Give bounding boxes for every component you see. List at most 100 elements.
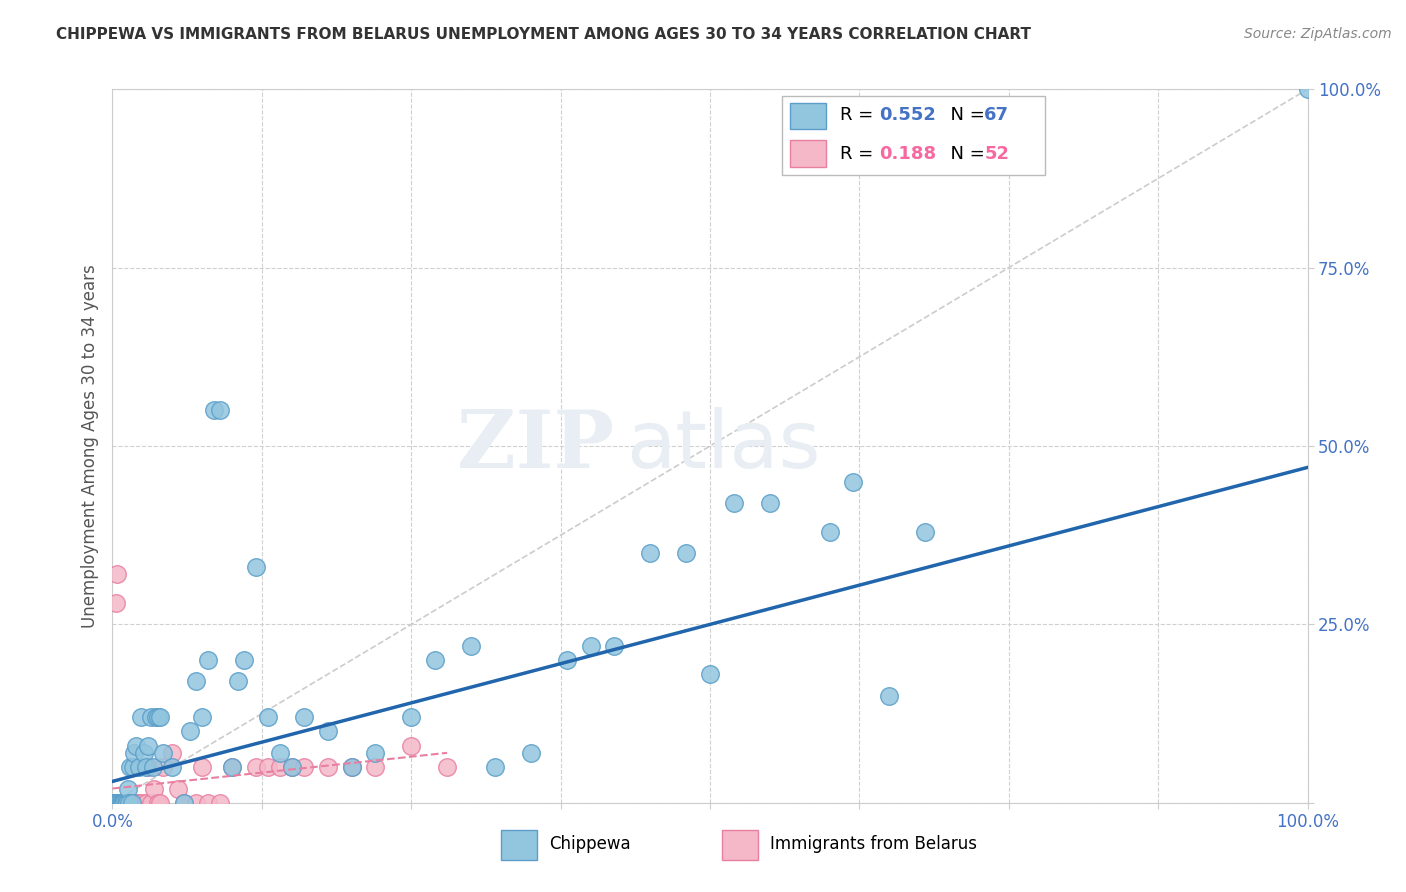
Point — [173, 796, 195, 810]
Point — [131, 796, 153, 810]
Point — [110, 796, 132, 810]
Point — [138, 739, 160, 753]
Point — [484, 760, 506, 774]
Point — [191, 760, 214, 774]
Point — [316, 760, 339, 774]
Text: Source: ZipAtlas.com: Source: ZipAtlas.com — [1244, 27, 1392, 41]
Point — [173, 796, 195, 810]
Point — [401, 739, 423, 753]
Point — [135, 760, 157, 774]
Point — [167, 781, 190, 796]
Point — [121, 796, 143, 810]
Point — [120, 796, 142, 810]
Point — [146, 710, 169, 724]
Point — [281, 760, 304, 774]
Text: CHIPPEWA VS IMMIGRANTS FROM BELARUS UNEMPLOYMENT AMONG AGES 30 TO 34 YEARS CORRE: CHIPPEWA VS IMMIGRANTS FROM BELARUS UNEM… — [56, 27, 1031, 42]
Point — [425, 653, 447, 667]
Y-axis label: Unemployment Among Ages 30 to 34 years: Unemployment Among Ages 30 to 34 years — [80, 264, 98, 628]
Point — [101, 796, 124, 810]
Point — [115, 796, 138, 810]
Point — [107, 796, 129, 810]
Point — [723, 496, 745, 510]
Point — [118, 796, 141, 810]
Point — [107, 796, 129, 810]
Point — [257, 710, 280, 724]
Point — [152, 760, 174, 774]
Point — [129, 710, 152, 724]
Point — [209, 796, 232, 810]
Point — [460, 639, 482, 653]
Point — [149, 796, 172, 810]
Point — [292, 710, 315, 724]
Point — [111, 796, 134, 810]
Point — [146, 796, 169, 810]
Point — [257, 760, 280, 774]
Point — [114, 796, 136, 810]
Point — [401, 710, 423, 724]
Point — [108, 796, 131, 810]
Point — [818, 524, 841, 539]
Point — [340, 760, 363, 774]
Point — [364, 746, 387, 760]
Point — [112, 796, 135, 810]
Point — [226, 674, 249, 689]
Point — [110, 796, 132, 810]
Point — [269, 746, 291, 760]
Point — [105, 796, 128, 810]
Point — [1296, 82, 1319, 96]
Point — [281, 760, 304, 774]
Point — [114, 796, 135, 810]
Point — [186, 796, 208, 810]
Text: atlas: atlas — [627, 407, 821, 485]
Point — [121, 760, 143, 774]
Point — [555, 653, 578, 667]
Point — [124, 796, 146, 810]
Point — [122, 796, 145, 810]
Point — [105, 567, 128, 582]
Point — [122, 746, 145, 760]
Point — [118, 796, 141, 810]
Point — [233, 653, 256, 667]
Point — [520, 746, 543, 760]
Point — [245, 760, 267, 774]
Point — [436, 760, 458, 774]
Point — [579, 639, 602, 653]
Point — [209, 403, 232, 417]
Point — [179, 724, 201, 739]
Point — [186, 674, 208, 689]
Point — [139, 710, 162, 724]
Point — [879, 689, 901, 703]
Point — [364, 760, 387, 774]
Point — [145, 710, 167, 724]
Point — [143, 781, 166, 796]
Point — [197, 796, 219, 810]
Point — [139, 796, 162, 810]
Point — [245, 560, 267, 574]
Point — [125, 739, 148, 753]
Point — [142, 760, 165, 774]
Point — [340, 760, 363, 774]
Point — [128, 796, 150, 810]
Point — [104, 796, 127, 810]
Point — [105, 796, 128, 810]
Point — [120, 760, 142, 774]
Point — [103, 796, 125, 810]
Point — [105, 596, 128, 610]
Point — [105, 796, 128, 810]
Point — [162, 746, 183, 760]
Point — [114, 796, 135, 810]
Point — [112, 796, 135, 810]
Point — [152, 746, 174, 760]
Point — [115, 796, 138, 810]
Point — [675, 546, 697, 560]
Point — [914, 524, 936, 539]
Point — [292, 760, 315, 774]
Point — [121, 796, 143, 810]
Point — [132, 746, 155, 760]
Point — [117, 796, 139, 810]
Point — [699, 667, 721, 681]
Point — [197, 653, 219, 667]
Point — [104, 796, 127, 810]
Point — [101, 796, 124, 810]
Point — [125, 796, 148, 810]
